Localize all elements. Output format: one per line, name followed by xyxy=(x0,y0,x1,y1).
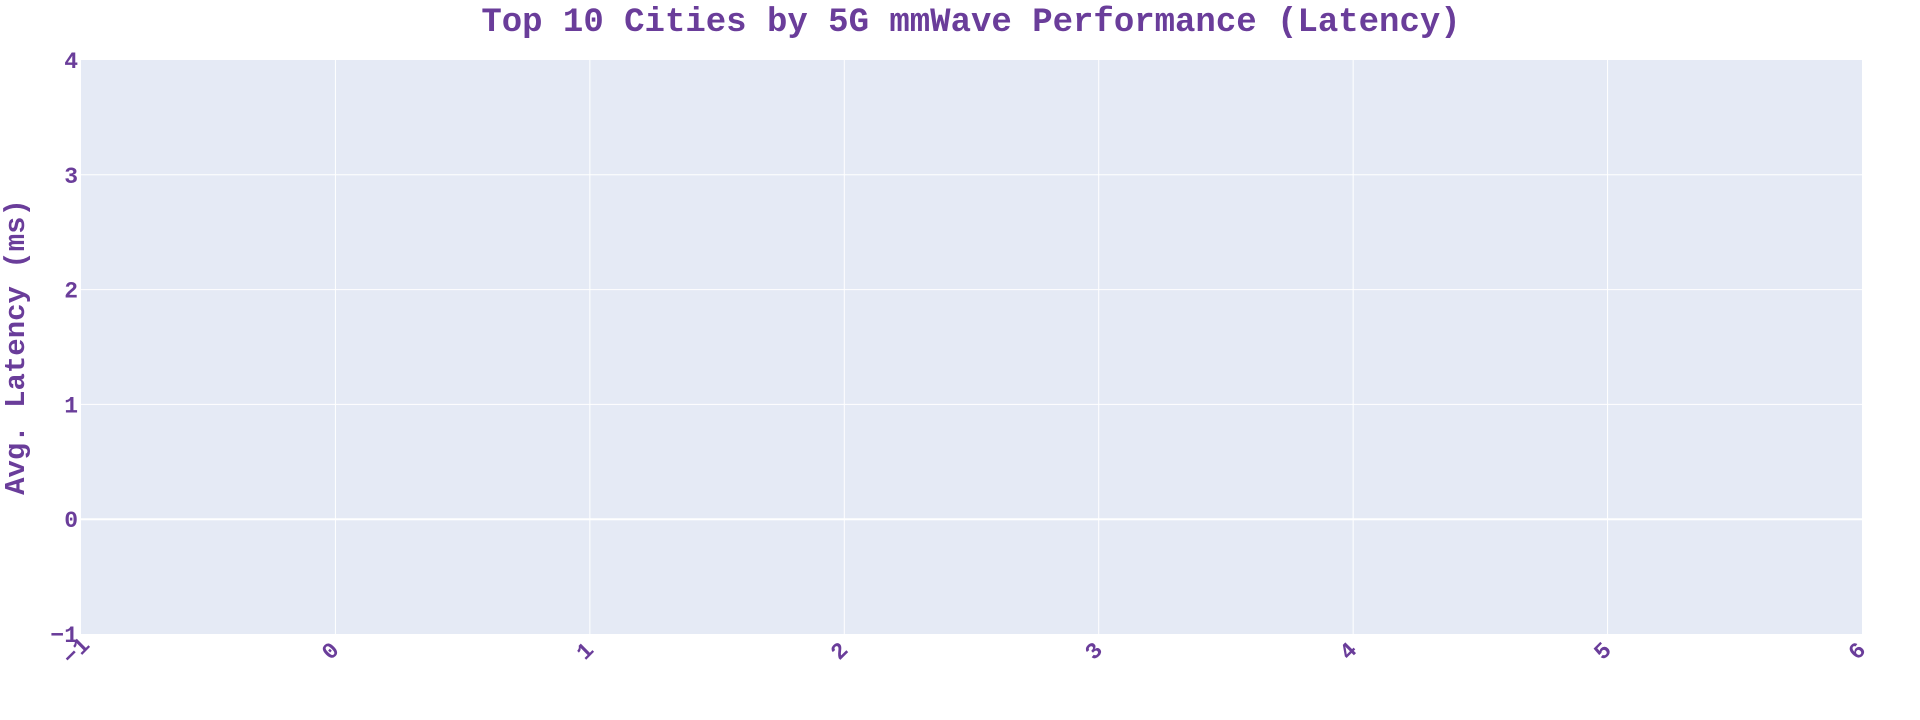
x-tick-label: 0 xyxy=(317,638,345,666)
x-tick-label: 4 xyxy=(1335,638,1363,666)
grid-x xyxy=(334,60,1609,634)
x-tick-label: 2 xyxy=(826,638,854,666)
y-axis-title: Avg. Latency (ms) xyxy=(0,199,33,495)
y-tick-label: 3 xyxy=(64,164,78,190)
x-tick-label: 3 xyxy=(1080,638,1108,666)
y-tick-label: 4 xyxy=(64,49,78,75)
x-tick-label: 5 xyxy=(1589,638,1617,666)
y-tick-label: 1 xyxy=(64,393,78,419)
y-tick-label: −1 xyxy=(50,623,78,649)
x-tick-labels: −1 0 1 2 3 4 5 6 xyxy=(58,633,1872,671)
x-tick-label: 1 xyxy=(572,638,600,666)
x-tick-label: 6 xyxy=(1844,638,1872,666)
plot-area xyxy=(81,60,1862,634)
chart-title: Top 10 Cities by 5G mmWave Performance (… xyxy=(481,4,1460,42)
y-tick-label: 2 xyxy=(64,279,78,305)
grid-y xyxy=(81,174,1862,521)
y-tick-labels: −1 0 1 2 3 4 xyxy=(50,49,78,649)
y-tick-label: 0 xyxy=(64,508,78,534)
